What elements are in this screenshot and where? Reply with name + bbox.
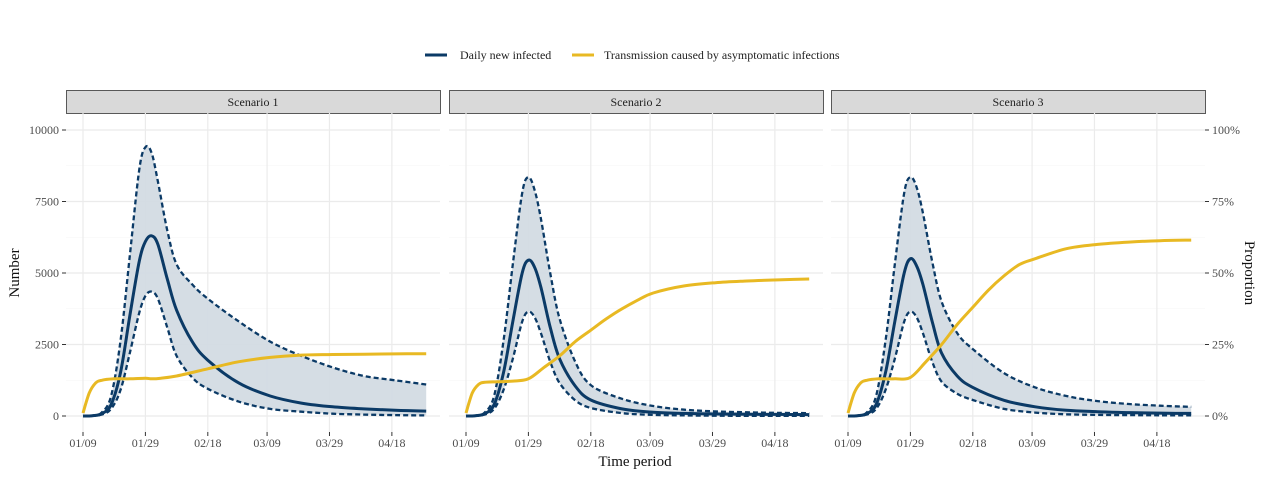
x-tick-label: 02/18 (577, 436, 604, 450)
legend: Daily new infected Transmission caused by… (425, 48, 840, 62)
uncertainty-band (848, 177, 1192, 417)
y-axis-left: 0 2500 5000 7500 10000 Number (7, 123, 66, 423)
lower-bound-line (465, 310, 810, 418)
x-tick-label: 03/09 (1018, 436, 1045, 450)
y-right-tick-label: 0% (1212, 409, 1228, 423)
facet-title: Scenario 2 (611, 95, 662, 109)
facet-title: Scenario 1 (228, 95, 279, 109)
x-tick-label: 01/29 (897, 436, 924, 450)
x-tick-label: 03/29 (1081, 436, 1108, 450)
daily-new-infected-line (465, 258, 810, 418)
x-tick-label: 03/09 (636, 436, 663, 450)
y-right-tick-label: 75% (1212, 195, 1234, 209)
legend-label-daily-new-infected: Daily new infected (460, 48, 551, 62)
x-tick-label: 01/09 (452, 436, 479, 450)
x-tick-label: 01/09 (69, 436, 96, 450)
facet-strip (66, 90, 441, 114)
y-tick-label: 5000 (35, 266, 59, 280)
upper-bound-line (465, 176, 810, 418)
y-right-tick-label: 100% (1212, 123, 1240, 137)
y-right-tick-label: 50% (1212, 266, 1234, 280)
lower-bound-line (847, 310, 1192, 418)
legend-label-asymptomatic-transmission: Transmission caused by asymptomatic infe… (604, 48, 840, 62)
x-tick-label: 03/29 (699, 436, 726, 450)
x-tick-label: 01/29 (515, 436, 542, 450)
facet-strip (449, 90, 824, 114)
x-tick-label: 01/09 (834, 436, 861, 450)
x-tick-label: 04/18 (378, 436, 405, 450)
facet-title: Scenario 3 (993, 95, 1044, 109)
y-tick-label: 0 (53, 409, 59, 423)
x-tick-label: 02/18 (194, 436, 221, 450)
upper-bound-line (82, 144, 427, 418)
x-tick-label: 04/18 (761, 436, 788, 450)
x-tick-label: 02/18 (959, 436, 986, 450)
panel-3: Scenario 3 01/09 01/29 02/18 03/09 03/29 04/18 (831, 90, 1206, 450)
lower-bound-line (82, 290, 427, 418)
y-axis-right-title: Proportion (1241, 241, 1257, 306)
x-tick-label: 04/18 (1143, 436, 1170, 450)
panel-1: Scenario 1 01/09 01/29 02/18 03/09 03/29 04/18 (66, 90, 441, 450)
panel-2: Scenario 2 01/09 01/29 02/18 03/09 03/29 04/18 (449, 90, 824, 450)
asymptomatic-transmission-line (81, 352, 427, 414)
facet-strip (831, 90, 1206, 114)
y-axis-right: 0% 25% 50% 75% 100% Proportion (1205, 123, 1257, 423)
x-tick-label: 03/29 (316, 436, 343, 450)
daily-new-infected-line (847, 257, 1192, 418)
asymptomatic-transmission-line (464, 277, 810, 414)
asymptomatic-transmission-line (846, 238, 1192, 414)
x-tick-label: 03/09 (253, 436, 280, 450)
y-axis-title: Number (7, 248, 23, 297)
y-tick-label: 10000 (29, 123, 59, 137)
y-tick-label: 2500 (35, 338, 59, 352)
y-tick-label: 7500 (35, 195, 59, 209)
uncertainty-band (466, 177, 810, 417)
x-axis-title: Time period (598, 454, 672, 470)
daily-new-infected-line (82, 234, 427, 418)
y-right-tick-label: 25% (1212, 338, 1234, 352)
x-tick-label: 01/29 (132, 436, 159, 450)
